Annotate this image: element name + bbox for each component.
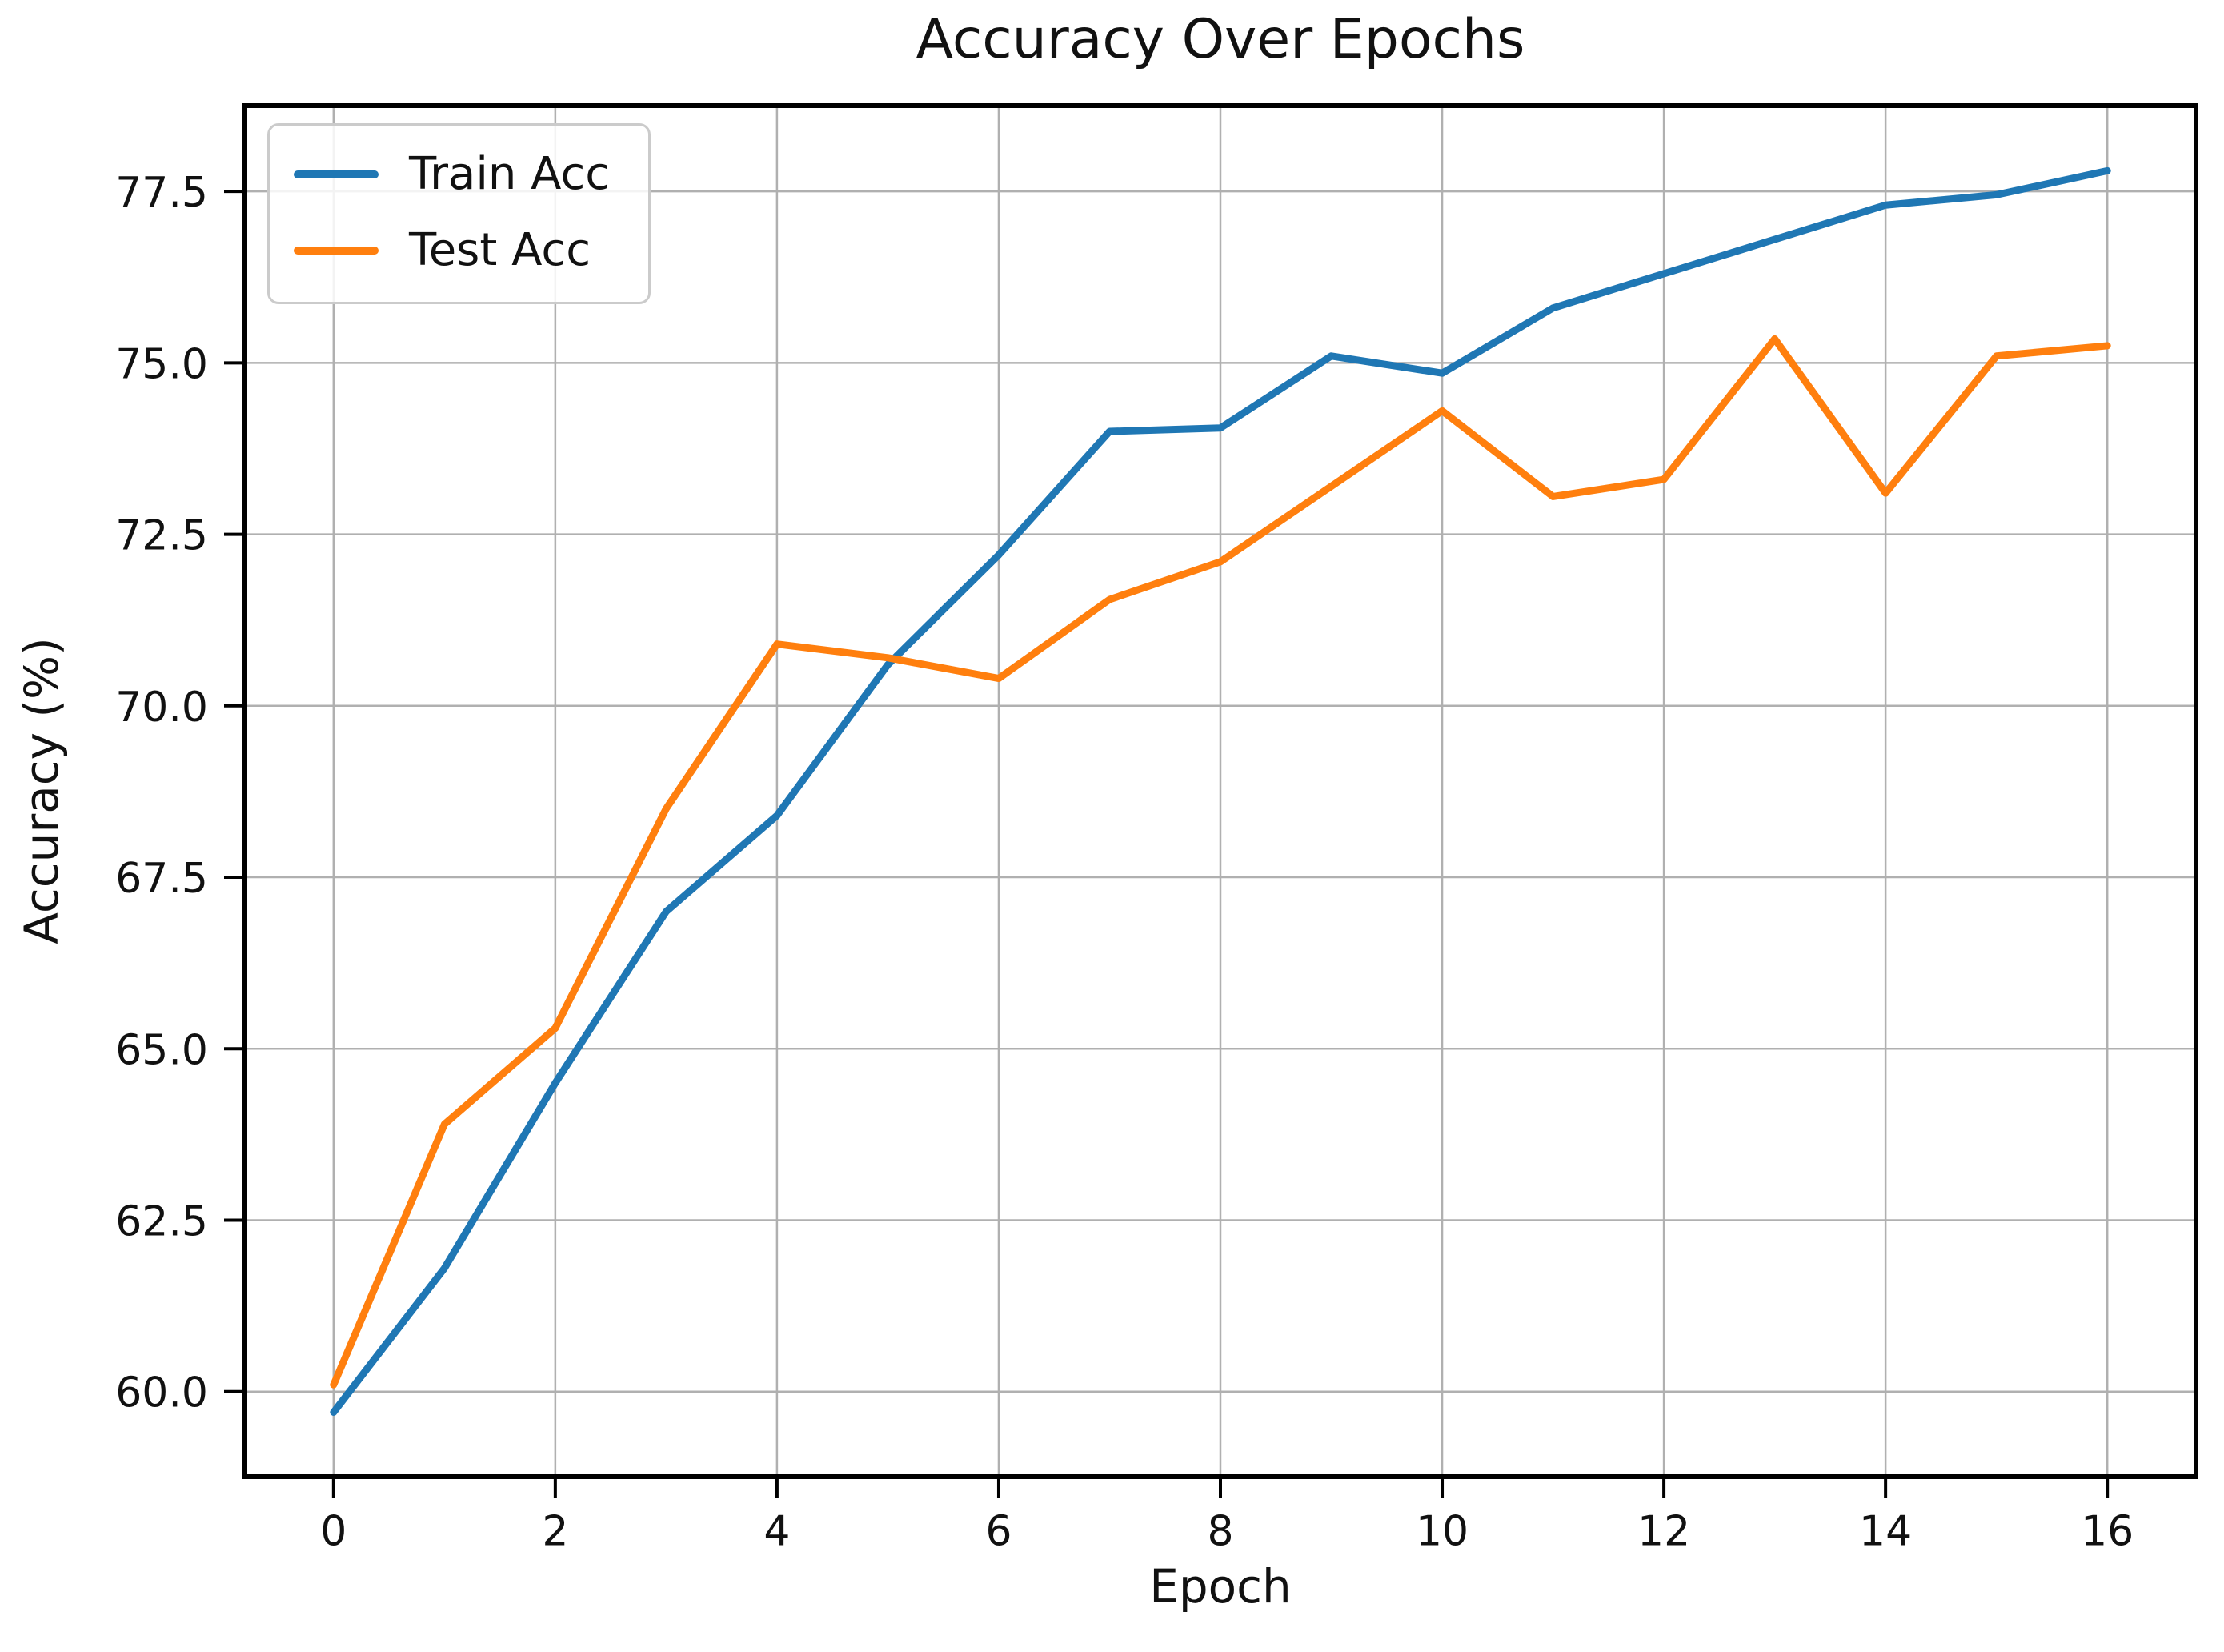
y-tick-label: 65.0 [115, 1026, 208, 1074]
y-tick-label: 62.5 [115, 1198, 208, 1246]
legend-entry-test: Test Acc [294, 224, 610, 276]
x-tick-label: 10 [1416, 1508, 1469, 1556]
legend-label-train: Train Acc [409, 148, 611, 200]
y-tick-label: 75.0 [115, 340, 208, 388]
plot-border-rect [242, 103, 2198, 1479]
train-acc-swatch [294, 170, 379, 178]
axis-ticks: 0 2 4 6 8 10 12 14 16 60.0 62.5 65.0 67.5 70.0 72.5 75.… [115, 169, 2134, 1555]
y-tick-label: 70.0 [115, 684, 208, 732]
x-tick-label: 14 [1859, 1508, 1912, 1556]
x-tick-label: 12 [1637, 1508, 1690, 1556]
x-tick-label: 8 [1207, 1508, 1233, 1556]
y-tick-label: 67.5 [115, 855, 208, 903]
legend-entry-train: Train Acc [294, 148, 610, 200]
y-tick-label: 72.5 [115, 512, 208, 560]
legend-label-test: Test Acc [409, 224, 591, 276]
test-acc-swatch [294, 246, 379, 255]
test-acc-line [330, 335, 2111, 1389]
x-tick-label: 0 [320, 1508, 347, 1556]
legend: Train Acc Test Acc [267, 123, 651, 304]
x-tick-label: 6 [985, 1508, 1012, 1556]
x-tick-label: 2 [542, 1508, 568, 1556]
train-acc-line [330, 166, 2111, 1416]
y-axis-label: Accuracy (%) [14, 637, 69, 944]
x-tick-label: 16 [2081, 1508, 2134, 1556]
series-lines [330, 166, 2111, 1416]
gridlines [245, 106, 2196, 1477]
x-tick-label: 4 [763, 1508, 790, 1556]
plot-border [242, 103, 2198, 1479]
y-tick-label: 77.5 [115, 169, 208, 217]
y-tick-label: 60.0 [115, 1369, 208, 1417]
x-axis-label: Epoch [1149, 1559, 1292, 1614]
chart-title: Accuracy Over Epochs [916, 8, 1525, 71]
